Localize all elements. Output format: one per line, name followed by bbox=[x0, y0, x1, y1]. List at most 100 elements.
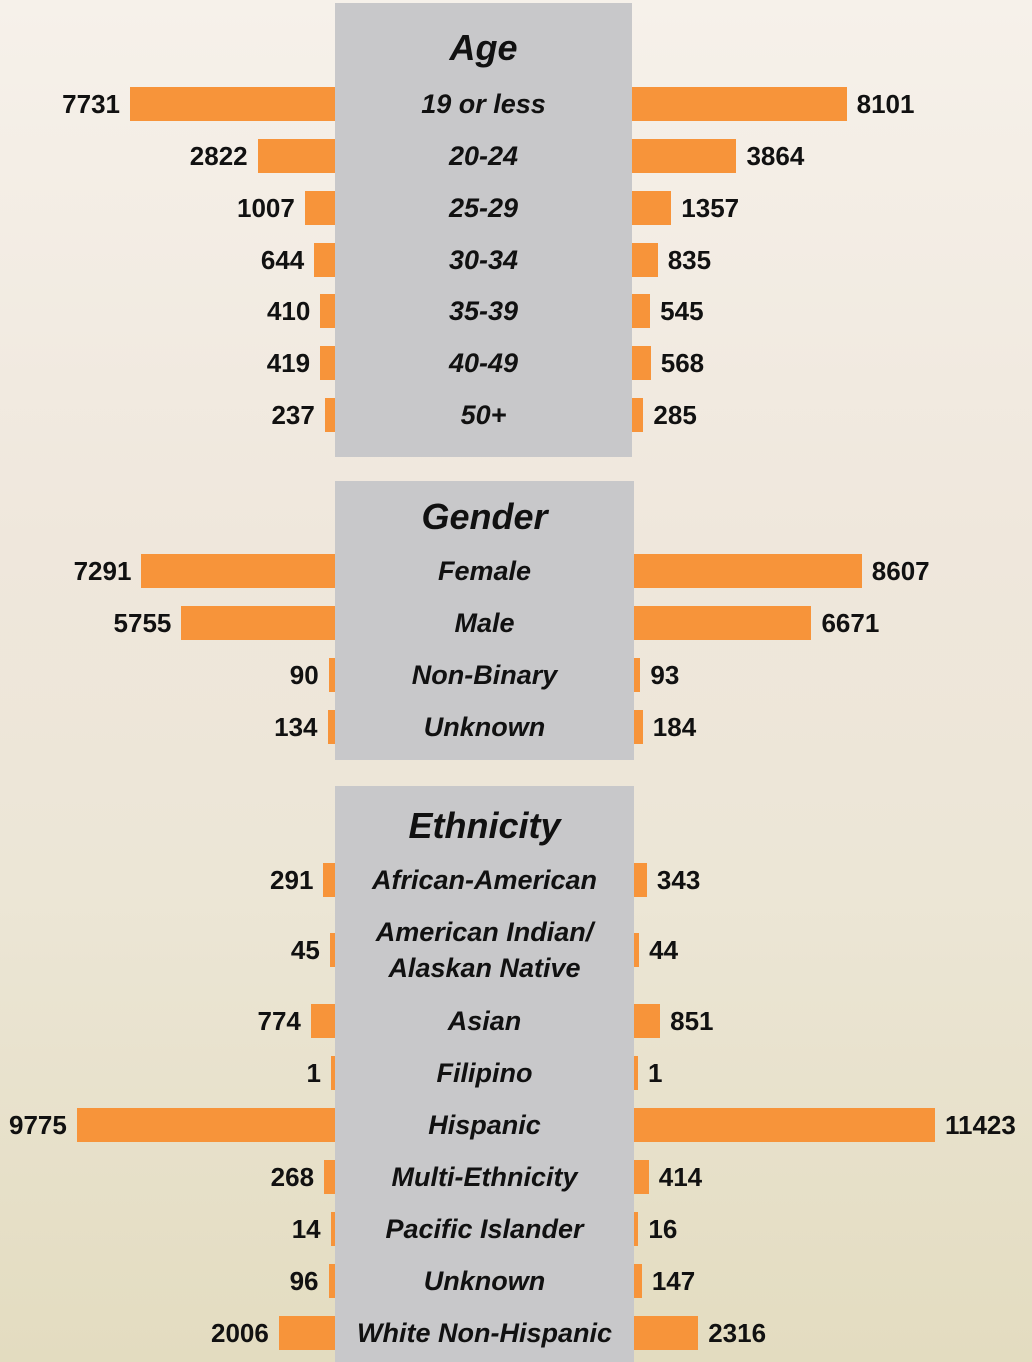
bar bbox=[632, 191, 672, 225]
value-label: 644 bbox=[260, 245, 305, 275]
bar bbox=[330, 1056, 335, 1090]
panel-title: Age bbox=[449, 27, 518, 68]
bar bbox=[634, 1108, 935, 1142]
center-panel bbox=[335, 3, 632, 457]
value-label: 6671 bbox=[821, 608, 880, 638]
category-label: 40-49 bbox=[448, 348, 519, 378]
bar bbox=[329, 933, 335, 967]
value-label: 2316 bbox=[708, 1318, 767, 1348]
bar bbox=[632, 294, 651, 328]
value-label: 11423 bbox=[944, 1110, 1016, 1140]
bar bbox=[327, 710, 335, 744]
value-label: 1357 bbox=[681, 193, 740, 223]
bar bbox=[181, 606, 335, 640]
value-label: 45 bbox=[290, 935, 320, 965]
bar bbox=[328, 658, 335, 692]
bar bbox=[324, 1160, 335, 1194]
bar bbox=[330, 1212, 335, 1246]
value-label: 9775 bbox=[9, 1110, 67, 1140]
value-label: 147 bbox=[651, 1266, 696, 1296]
category-label: American Indian/ Alaskan Native bbox=[375, 917, 594, 983]
bar bbox=[632, 139, 737, 173]
value-label: 237 bbox=[271, 400, 315, 430]
value-label: 5755 bbox=[113, 608, 172, 638]
value-label: 184 bbox=[652, 712, 697, 742]
value-label: 268 bbox=[270, 1162, 315, 1192]
panel-title: Ethnicity bbox=[408, 805, 561, 846]
value-label: 2822 bbox=[189, 141, 248, 171]
bar bbox=[634, 710, 643, 744]
category-label: 25-29 bbox=[448, 193, 519, 223]
category-label: Unknown bbox=[423, 712, 546, 742]
bar bbox=[328, 1264, 335, 1298]
value-label: 1 bbox=[648, 1058, 663, 1088]
category-label: 19 or less bbox=[421, 89, 546, 119]
bar bbox=[634, 1160, 649, 1194]
value-label: 44 bbox=[649, 935, 679, 965]
value-label: 545 bbox=[660, 296, 704, 326]
bar bbox=[257, 139, 335, 173]
value-label: 134 bbox=[274, 712, 318, 742]
bar bbox=[76, 1108, 335, 1142]
value-label: 8101 bbox=[856, 89, 915, 119]
category-label: Hispanic bbox=[428, 1110, 541, 1140]
bar bbox=[634, 606, 812, 640]
bar bbox=[632, 346, 651, 380]
value-label: 14 bbox=[291, 1214, 321, 1244]
category-label: Multi-Ethnicity bbox=[391, 1162, 578, 1192]
bar bbox=[634, 658, 641, 692]
value-label: 7731 bbox=[62, 89, 120, 119]
bar bbox=[634, 1264, 642, 1298]
bar bbox=[141, 554, 335, 588]
bar bbox=[320, 346, 335, 380]
value-label: 419 bbox=[266, 348, 311, 378]
category-label: Pacific Islander bbox=[385, 1214, 584, 1244]
panel-title: Gender bbox=[421, 496, 548, 537]
bar bbox=[632, 398, 644, 432]
category-label: 20-24 bbox=[448, 141, 519, 171]
value-label: 16 bbox=[648, 1214, 678, 1244]
bar bbox=[314, 243, 335, 277]
bar bbox=[634, 554, 862, 588]
bar bbox=[323, 863, 335, 897]
category-label: Male bbox=[454, 608, 515, 638]
value-label: 291 bbox=[270, 865, 314, 895]
category-label: Female bbox=[437, 556, 532, 586]
bar bbox=[634, 933, 640, 967]
bar bbox=[634, 863, 647, 897]
center-panel bbox=[335, 481, 634, 760]
value-label: 568 bbox=[660, 348, 705, 378]
bar bbox=[632, 243, 658, 277]
bar bbox=[632, 87, 847, 121]
value-label: 774 bbox=[257, 1006, 301, 1036]
value-label: 1007 bbox=[236, 193, 295, 223]
value-label: 414 bbox=[658, 1162, 703, 1192]
bar bbox=[278, 1316, 335, 1350]
value-label: 7291 bbox=[73, 556, 132, 586]
category-label: Filipino bbox=[436, 1058, 533, 1088]
bar bbox=[634, 1212, 639, 1246]
bar bbox=[310, 1004, 335, 1038]
value-label: 2006 bbox=[211, 1318, 269, 1348]
category-label: 35-39 bbox=[448, 296, 519, 326]
center-panel bbox=[335, 786, 634, 1362]
value-label: 8607 bbox=[871, 556, 930, 586]
value-label: 410 bbox=[266, 296, 311, 326]
category-label: 30-34 bbox=[448, 245, 519, 275]
value-label: 285 bbox=[653, 400, 697, 430]
category-label: Unknown bbox=[423, 1266, 546, 1296]
value-label: 851 bbox=[670, 1006, 714, 1036]
value-label: 3864 bbox=[746, 141, 805, 171]
category-label: Non-Binary bbox=[411, 660, 558, 690]
value-label: 343 bbox=[656, 865, 701, 895]
bar bbox=[634, 1056, 639, 1090]
value-label: 90 bbox=[289, 660, 319, 690]
bar bbox=[304, 191, 335, 225]
bar bbox=[634, 1316, 699, 1350]
value-label: 93 bbox=[650, 660, 680, 690]
category-label: White Non-Hispanic bbox=[357, 1318, 612, 1348]
bar bbox=[129, 87, 335, 121]
category-label: African-American bbox=[371, 865, 598, 895]
bar bbox=[324, 398, 335, 432]
category-label: Asian bbox=[447, 1006, 522, 1036]
